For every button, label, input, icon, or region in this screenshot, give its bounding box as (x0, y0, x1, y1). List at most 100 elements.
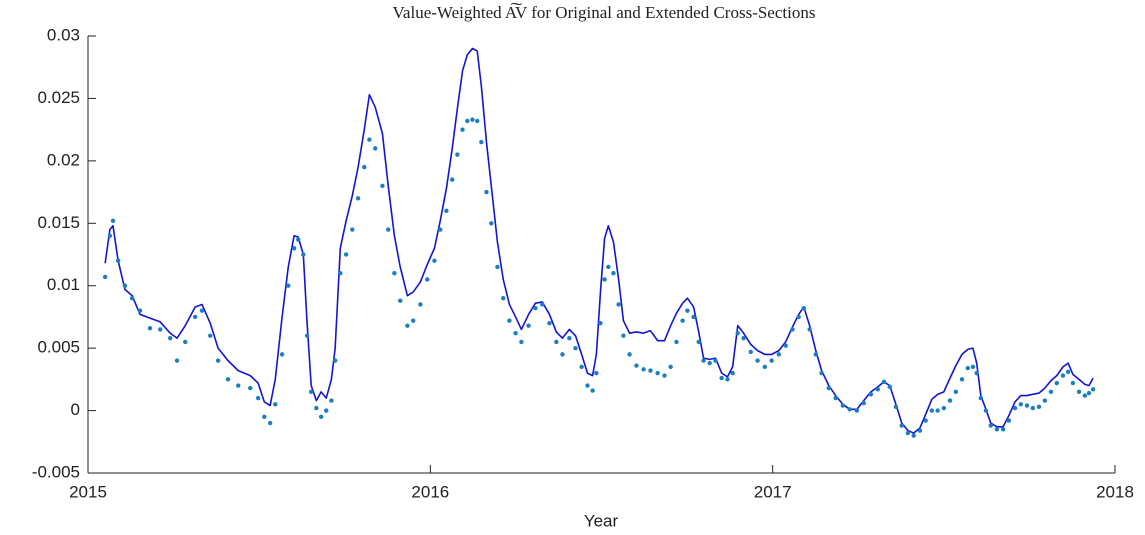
data-point (262, 414, 267, 420)
data-point (594, 370, 599, 376)
data-point (1060, 373, 1066, 378)
data-point (935, 408, 940, 413)
y-tick-label: 0 (71, 400, 80, 419)
data-point (978, 395, 984, 401)
data-point (507, 318, 512, 323)
data-point (735, 330, 740, 336)
data-point (719, 375, 724, 381)
data-point (115, 258, 121, 263)
data-point (899, 423, 904, 428)
data-point (1054, 380, 1060, 386)
data-point (655, 370, 660, 376)
data-point (923, 418, 928, 423)
data-point (301, 252, 306, 257)
data-point (707, 360, 712, 366)
data-point (819, 370, 824, 376)
data-point (386, 227, 391, 232)
data-point (411, 318, 416, 323)
y-tick-label: 0.01 (47, 275, 80, 294)
x-tick-label: 2017 (754, 482, 792, 501)
data-point (513, 330, 518, 336)
data-point (350, 227, 355, 232)
data-point (783, 343, 788, 348)
data-point (158, 327, 163, 332)
data-point (208, 333, 213, 338)
data-point (807, 327, 812, 332)
y-tick-label: 0.015 (37, 213, 80, 232)
data-point (540, 302, 545, 307)
x-tick-label: 2015 (69, 482, 107, 501)
data-point (329, 398, 334, 403)
data-point (696, 339, 701, 345)
data-point (225, 377, 231, 382)
data-point (1076, 389, 1082, 395)
data-point (748, 349, 753, 355)
data-point (318, 414, 324, 420)
data-point (129, 296, 135, 301)
data-point (905, 430, 911, 436)
data-point (362, 164, 367, 170)
data-point (438, 227, 443, 232)
data-point (881, 379, 887, 385)
data-point (917, 428, 923, 433)
data-point (868, 392, 874, 397)
data-point (741, 335, 746, 341)
data-point (192, 314, 198, 320)
data-point (887, 384, 892, 390)
data-point (450, 177, 455, 182)
data-point (776, 352, 782, 357)
data-point (994, 427, 1000, 432)
x-tick-label: 2016 (411, 482, 449, 501)
data-point (970, 364, 976, 370)
data-point (1090, 387, 1096, 392)
data-point (338, 271, 343, 276)
data-point (674, 339, 679, 345)
data-point (953, 389, 959, 395)
data-point (854, 408, 860, 413)
data-point (616, 302, 621, 307)
data-point (840, 403, 846, 408)
data-point (314, 405, 319, 411)
data-point (273, 402, 278, 407)
data-point (560, 352, 565, 357)
data-point (911, 433, 916, 438)
data-point (1030, 405, 1036, 411)
data-point (680, 318, 685, 323)
data-point (489, 221, 494, 226)
data-point (1012, 405, 1018, 411)
data-point (479, 139, 484, 145)
data-point (236, 383, 241, 388)
data-point (790, 327, 795, 332)
y-tick-label: 0.02 (47, 150, 80, 169)
data-point (701, 358, 706, 363)
data-point (1042, 398, 1048, 403)
data-point (947, 398, 953, 403)
data-point (174, 358, 180, 363)
data-point (122, 283, 128, 288)
data-point (590, 388, 595, 393)
data-point (1006, 418, 1012, 423)
data-point (137, 308, 143, 313)
data-point (455, 152, 460, 157)
data-point (579, 364, 584, 370)
data-point (1070, 380, 1076, 386)
data-point (167, 335, 173, 341)
data-point (929, 408, 935, 413)
data-point (641, 367, 646, 372)
chart-title: Value-Weighted A͠V for Original and Exte… (393, 3, 816, 22)
y-tick-label: 0.005 (37, 338, 80, 357)
y-tick-label: -0.005 (32, 462, 80, 481)
data-point (627, 352, 632, 357)
data-point (380, 183, 385, 189)
data-point (199, 308, 205, 313)
data-point (432, 258, 437, 263)
data-point (755, 358, 760, 363)
data-point (621, 333, 626, 338)
data-point (648, 368, 653, 373)
data-point (444, 208, 449, 213)
data-point (304, 333, 310, 338)
data-point (373, 146, 378, 151)
data-point (941, 405, 947, 411)
data-point (847, 407, 852, 412)
